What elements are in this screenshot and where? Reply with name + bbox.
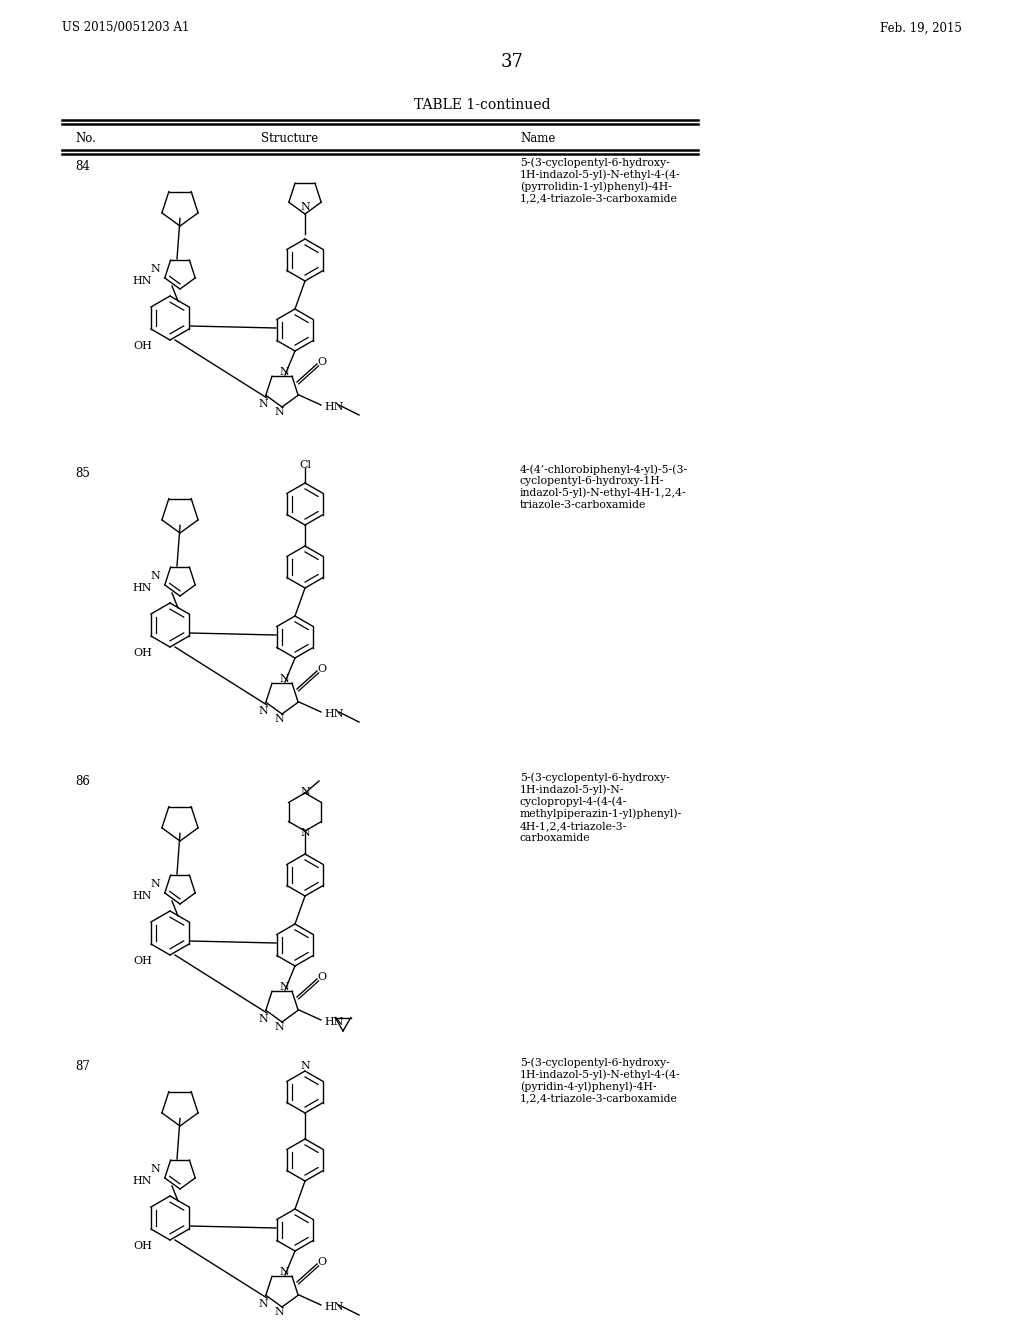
Text: N: N (151, 879, 160, 888)
Text: N: N (258, 399, 268, 409)
Text: N: N (280, 367, 289, 378)
Text: O: O (317, 972, 327, 982)
Text: N: N (274, 1307, 284, 1317)
Text: HN: HN (324, 1302, 343, 1312)
Text: Cl: Cl (299, 459, 311, 470)
Text: N: N (151, 264, 160, 275)
Text: N: N (280, 1267, 289, 1276)
Text: O: O (317, 356, 327, 367)
Text: O: O (317, 664, 327, 675)
Text: N: N (258, 1299, 268, 1309)
Text: 87: 87 (75, 1060, 90, 1073)
Text: OH: OH (133, 648, 153, 657)
Text: N: N (280, 982, 289, 993)
Text: HN: HN (132, 276, 152, 286)
Text: N: N (300, 828, 310, 838)
Text: N: N (280, 675, 289, 684)
Text: N: N (274, 714, 284, 723)
Text: No.: No. (75, 132, 96, 144)
Text: N: N (258, 1014, 268, 1024)
Text: N: N (274, 1022, 284, 1032)
Text: 5-(3-cyclopentyl-6-hydroxy-
1H-indazol-5-yl)-N-ethyl-4-(4-
(pyrrolidin-1-yl)phen: 5-(3-cyclopentyl-6-hydroxy- 1H-indazol-5… (520, 157, 681, 203)
Text: N: N (300, 202, 310, 213)
Text: Name: Name (520, 132, 555, 144)
Text: 85: 85 (75, 467, 90, 480)
Text: Structure: Structure (261, 132, 318, 144)
Text: TABLE 1-continued: TABLE 1-continued (414, 98, 550, 112)
Text: 37: 37 (501, 53, 523, 71)
Text: N: N (151, 1164, 160, 1173)
Text: Feb. 19, 2015: Feb. 19, 2015 (880, 21, 962, 34)
Text: HN: HN (132, 1176, 152, 1185)
Text: 86: 86 (75, 775, 90, 788)
Text: N: N (151, 572, 160, 581)
Text: HN: HN (132, 891, 152, 902)
Text: 84: 84 (75, 160, 90, 173)
Text: N: N (300, 1061, 310, 1071)
Text: HN: HN (132, 583, 152, 593)
Text: OH: OH (133, 341, 153, 351)
Text: US 2015/0051203 A1: US 2015/0051203 A1 (62, 21, 189, 34)
Text: HN: HN (324, 403, 343, 412)
Text: O: O (317, 1257, 327, 1267)
Text: 4-(4’-chlorobiphenyl-4-yl)-5-(3-
cyclopentyl-6-hydroxy-1H-
indazol-5-yl)-N-ethyl: 4-(4’-chlorobiphenyl-4-yl)-5-(3- cyclope… (520, 465, 688, 510)
Text: 5-(3-cyclopentyl-6-hydroxy-
1H-indazol-5-yl)-N-ethyl-4-(4-
(pyridin-4-yl)phenyl): 5-(3-cyclopentyl-6-hydroxy- 1H-indazol-5… (520, 1057, 681, 1104)
Text: N: N (274, 407, 284, 417)
Text: N: N (258, 706, 268, 715)
Text: HN: HN (324, 1016, 343, 1027)
Text: HN: HN (324, 709, 343, 719)
Text: N: N (300, 787, 310, 797)
Text: OH: OH (133, 956, 153, 966)
Text: 5-(3-cyclopentyl-6-hydroxy-
1H-indazol-5-yl)-N-
cyclopropyl-4-(4-(4-
methylpiper: 5-(3-cyclopentyl-6-hydroxy- 1H-indazol-5… (520, 772, 682, 842)
Text: OH: OH (133, 1241, 153, 1251)
